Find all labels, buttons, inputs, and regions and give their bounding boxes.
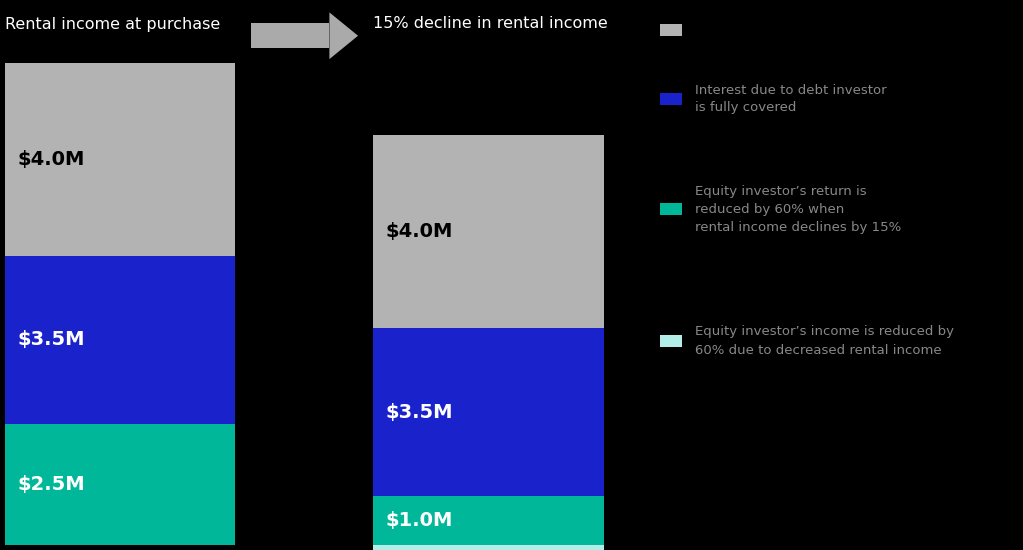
Text: Interest due to debt investor
is fully covered: Interest due to debt investor is fully c… <box>695 84 886 114</box>
Bar <box>5 424 235 544</box>
Bar <box>251 23 329 48</box>
Text: Rental income at purchase: Rental income at purchase <box>5 16 220 31</box>
Text: $2.5M: $2.5M <box>17 475 85 494</box>
Bar <box>660 203 682 215</box>
Text: $3.5M: $3.5M <box>386 403 453 422</box>
Bar <box>5 256 235 424</box>
Text: $3.5M: $3.5M <box>17 331 85 349</box>
Bar <box>660 24 682 36</box>
Text: Equity investor’s return is
reduced by 60% when
rental income declines by 15%: Equity investor’s return is reduced by 6… <box>695 184 901 234</box>
Text: $4.0M: $4.0M <box>17 150 85 169</box>
Bar <box>5 63 235 256</box>
Bar <box>373 496 604 544</box>
Bar <box>660 335 682 347</box>
Bar <box>373 135 604 328</box>
Bar <box>373 544 604 550</box>
Text: $1.0M: $1.0M <box>386 511 453 530</box>
Polygon shape <box>329 12 358 59</box>
Text: Equity investor’s income is reduced by
60% due to decreased rental income: Equity investor’s income is reduced by 6… <box>695 326 953 356</box>
Text: $4.0M: $4.0M <box>386 222 453 241</box>
Bar <box>660 93 682 105</box>
Text: 15% decline in rental income: 15% decline in rental income <box>373 16 608 31</box>
Bar <box>373 328 604 496</box>
